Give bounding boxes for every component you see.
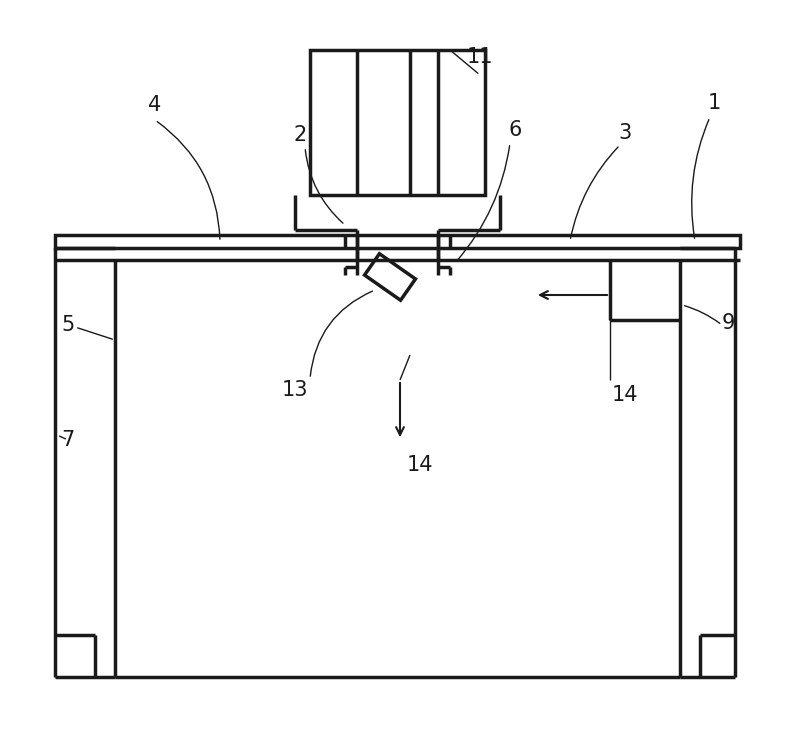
Bar: [55, 235, 740, 248]
Text: 9: 9: [721, 313, 735, 333]
Text: 14: 14: [611, 385, 638, 405]
Text: 1: 1: [707, 93, 720, 113]
Text: 3: 3: [619, 123, 632, 143]
Text: 6: 6: [508, 120, 521, 140]
Text: 7: 7: [62, 430, 74, 450]
Polygon shape: [364, 254, 416, 301]
Text: 11: 11: [467, 47, 493, 67]
Bar: [310, 50, 485, 195]
Text: 5: 5: [62, 315, 74, 335]
Text: 14: 14: [407, 455, 433, 475]
Text: 13: 13: [282, 380, 308, 400]
Text: 2: 2: [293, 125, 307, 145]
Text: 4: 4: [149, 95, 162, 115]
